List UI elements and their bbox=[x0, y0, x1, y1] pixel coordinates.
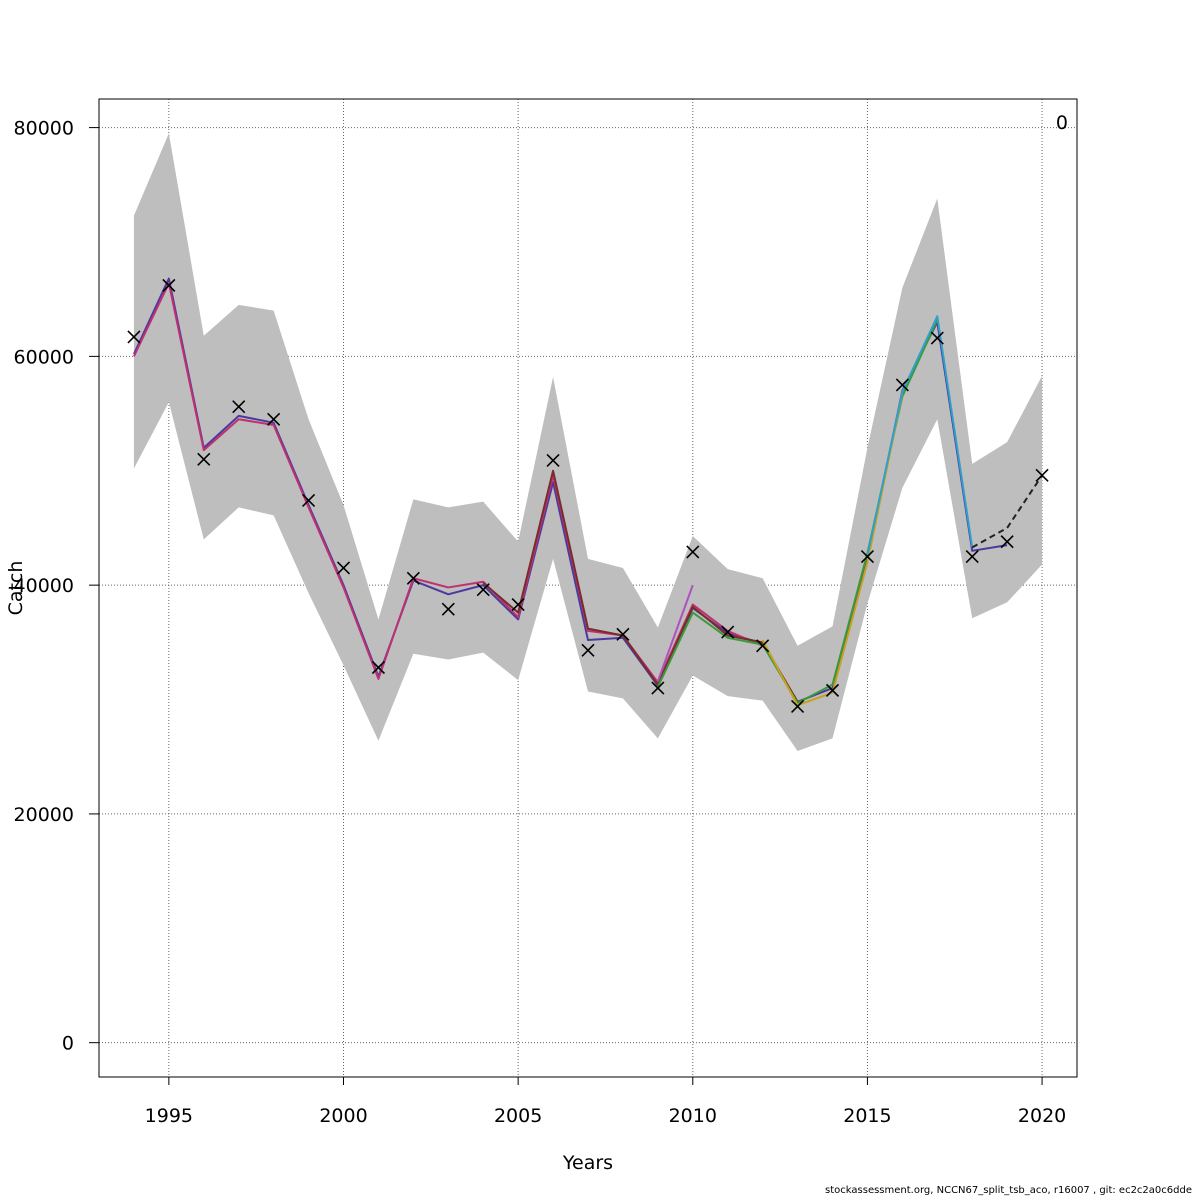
observed-point-stroke bbox=[651, 681, 665, 695]
x-tick-label: 2010 bbox=[669, 1105, 717, 1127]
observed-point-stroke bbox=[197, 452, 211, 466]
observed-point bbox=[756, 639, 770, 653]
y-tick-label: 0 bbox=[62, 1033, 74, 1055]
observed-point-stroke bbox=[302, 493, 316, 508]
observed-point-stroke bbox=[162, 278, 176, 293]
observed-point bbox=[546, 453, 560, 468]
x-axis: 1995 2000 2005 2010 2015 2020 bbox=[145, 1077, 1066, 1127]
plot-frame bbox=[98, 98, 1078, 1078]
observed-point bbox=[895, 378, 909, 392]
x-axis-title: Years bbox=[562, 1152, 613, 1174]
observed-point-stroke bbox=[476, 583, 490, 597]
observed-point bbox=[651, 681, 665, 695]
observed-point bbox=[825, 683, 840, 697]
observed-point-stroke bbox=[686, 545, 700, 559]
observed-point bbox=[686, 545, 700, 559]
observed-point-stroke bbox=[895, 378, 909, 392]
observed-point bbox=[406, 571, 420, 585]
observed-point bbox=[441, 602, 455, 616]
observed-point bbox=[1035, 468, 1049, 482]
observed-point-stroke bbox=[756, 639, 770, 653]
observed-point bbox=[371, 660, 385, 675]
observed-markers bbox=[127, 278, 1049, 713]
y-tick-label: 40000 bbox=[14, 575, 74, 597]
observed-point-stroke bbox=[546, 453, 560, 468]
observed-point-stroke bbox=[721, 625, 735, 639]
series-line-5 bbox=[761, 392, 904, 707]
footer-credit: stockassessment.org, NCCN67_split_tsb_ac… bbox=[825, 1185, 1192, 1196]
observed-point bbox=[336, 561, 351, 575]
observed-point bbox=[860, 549, 874, 564]
observed-point-stroke bbox=[825, 683, 840, 697]
observed-point-stroke bbox=[441, 602, 455, 616]
observed-point bbox=[791, 699, 805, 713]
series-lines bbox=[133, 277, 1043, 707]
observed-point bbox=[476, 583, 490, 597]
observed-point-stroke bbox=[232, 400, 246, 414]
observed-point-stroke bbox=[371, 660, 385, 675]
observed-point bbox=[930, 331, 944, 345]
series-line-8 bbox=[971, 474, 1043, 549]
observed-point bbox=[1000, 535, 1014, 549]
observed-point bbox=[267, 412, 281, 426]
observed-point-stroke bbox=[336, 561, 351, 575]
observed-point-stroke bbox=[127, 330, 141, 344]
x-tick-label: 2000 bbox=[319, 1105, 367, 1127]
y-tick-label: 20000 bbox=[14, 804, 74, 826]
uncertainty-band bbox=[133, 133, 1043, 751]
series-line-7 bbox=[866, 315, 974, 556]
observed-point bbox=[965, 549, 979, 564]
series-line-3 bbox=[482, 469, 799, 703]
series-line-6 bbox=[656, 584, 694, 682]
observed-point-stroke bbox=[1035, 468, 1049, 482]
observed-point bbox=[127, 330, 141, 344]
y-tick-label: 80000 bbox=[14, 118, 74, 140]
corner-label: 0 bbox=[1056, 112, 1068, 134]
observed-point bbox=[197, 452, 211, 466]
observed-point-stroke bbox=[791, 699, 805, 713]
observed-point bbox=[721, 625, 735, 639]
x-tick-label: 1995 bbox=[145, 1105, 193, 1127]
observed-point bbox=[616, 627, 630, 641]
observed-point-stroke bbox=[930, 331, 944, 345]
observed-point-stroke bbox=[1000, 535, 1014, 549]
observed-point-stroke bbox=[860, 549, 874, 564]
y-axis: 0 20000 40000 60000 80000 bbox=[14, 118, 99, 1055]
observed-point bbox=[581, 643, 595, 657]
x-tick-label: 2015 bbox=[843, 1105, 891, 1127]
observed-point bbox=[232, 400, 246, 414]
confidence-band bbox=[133, 133, 1043, 751]
y-axis-title: Catch bbox=[5, 561, 27, 616]
observed-point-stroke bbox=[616, 627, 630, 641]
observed-point-stroke bbox=[511, 598, 525, 612]
x-tick-label: 2020 bbox=[1018, 1105, 1066, 1127]
observed-point-stroke bbox=[406, 571, 420, 585]
observed-point bbox=[162, 278, 176, 293]
y-tick-label: 60000 bbox=[14, 346, 74, 368]
observed-point-stroke bbox=[267, 412, 281, 426]
observed-point-stroke bbox=[965, 549, 979, 564]
x-tick-label: 2005 bbox=[494, 1105, 542, 1127]
observed-point bbox=[302, 493, 316, 508]
observed-point bbox=[511, 598, 525, 612]
observed-point-stroke bbox=[581, 643, 595, 657]
